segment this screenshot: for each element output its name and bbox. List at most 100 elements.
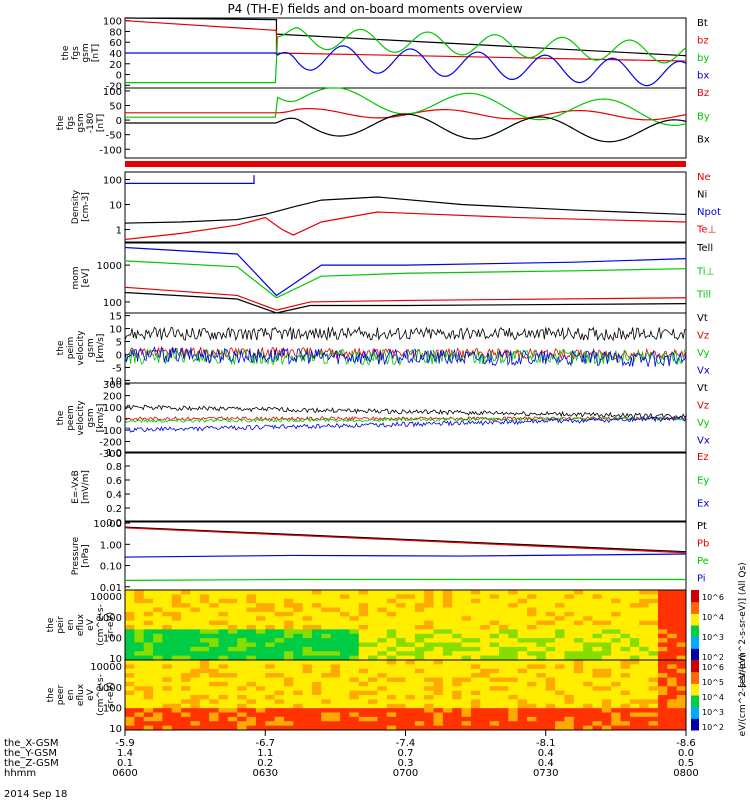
heatmap-cell — [330, 655, 341, 661]
heatmap-cell — [480, 655, 491, 661]
legend-vt: Vt — [697, 313, 708, 324]
heatmap-cell — [283, 712, 294, 718]
heatmap-cell — [667, 594, 678, 600]
legend-ey: Ey — [697, 475, 709, 486]
heatmap-cell — [283, 633, 294, 639]
heatmap-cell — [611, 699, 622, 705]
heatmap-cell — [358, 725, 369, 731]
heatmap-cell — [648, 598, 659, 604]
heatmap-cell — [125, 703, 135, 709]
heatmap-cell — [573, 616, 584, 622]
heatmap-cell — [293, 651, 304, 657]
heatmap-cell — [667, 695, 678, 700]
heatmap-cell — [676, 695, 687, 700]
y-label-line: eV — [86, 618, 96, 631]
heatmap-cell — [564, 646, 575, 652]
heatmap-cell — [162, 660, 173, 665]
heatmap-cell — [517, 638, 528, 643]
heatmap-cell — [162, 620, 173, 626]
heatmap-cell — [657, 638, 668, 643]
heatmap-cell — [312, 611, 322, 617]
heatmap-cell — [555, 712, 565, 718]
heatmap-cell — [386, 703, 397, 709]
heatmap-cell — [620, 638, 631, 643]
heatmap-cell — [489, 616, 500, 622]
heatmap-cell — [555, 625, 565, 630]
heatmap-cell — [143, 598, 154, 604]
heatmap-cell — [545, 725, 556, 731]
heatmap-cell — [480, 646, 491, 652]
heatmap-cell — [527, 646, 537, 652]
heatmap-cell — [227, 716, 238, 722]
y-label-line: E=-VxB — [71, 470, 81, 504]
heatmap-cell — [396, 681, 406, 687]
heatmap-cell — [265, 721, 276, 727]
heatmap-cell — [414, 716, 425, 722]
heatmap-cell — [480, 686, 491, 692]
heatmap-cell — [452, 620, 463, 626]
heatmap-cell — [153, 721, 163, 727]
heatmap-cell — [564, 633, 575, 639]
heatmap-cell — [246, 686, 257, 692]
heatmap-cell — [237, 660, 248, 665]
heatmap-cell — [246, 651, 257, 657]
heatmap-cell — [648, 655, 659, 661]
heatmap-cell — [199, 712, 210, 718]
heatmap-cell — [592, 681, 603, 687]
heatmap-cell — [611, 646, 622, 652]
heatmap-cell — [499, 598, 509, 604]
heatmap-cell — [358, 708, 369, 713]
heatmap-cell — [527, 668, 537, 674]
heatmap-cell — [499, 594, 509, 600]
heatmap-cell — [499, 712, 509, 718]
heatmap-cell — [181, 695, 191, 700]
heatmap-cell — [293, 629, 304, 635]
heatmap-cell — [461, 642, 472, 648]
y-axis-label: E=-VxB [mV/m] — [71, 470, 91, 504]
y-axis-label: the fgs gsm [nT] — [61, 43, 101, 62]
heatmap-cell — [368, 681, 378, 687]
heatmap-cell — [405, 725, 416, 731]
heatmap-cell — [592, 721, 603, 727]
heatmap-cell — [125, 681, 135, 687]
y-tick-label: 10 — [109, 654, 122, 665]
heatmap-cell — [657, 677, 668, 683]
heatmap-cell — [209, 642, 219, 648]
heatmap-cell — [283, 681, 294, 687]
heatmap-cell — [639, 712, 650, 718]
heatmap-cell — [125, 590, 135, 595]
heatmap-cell — [293, 607, 304, 613]
heatmap-cell — [545, 611, 556, 617]
heatmap-cell — [265, 712, 276, 718]
heatmap-cell — [274, 686, 285, 692]
heatmap-cell — [648, 620, 659, 626]
heatmap-cell — [555, 616, 565, 622]
heatmap-cell — [573, 603, 584, 608]
heatmap-cell — [527, 603, 537, 608]
heatmap-cell — [227, 638, 238, 643]
heatmap-cell — [489, 660, 500, 665]
heatmap-cell — [143, 625, 154, 630]
heatmap-cell — [246, 712, 257, 718]
heatmap-cell — [209, 616, 219, 622]
heatmap-cell — [564, 598, 575, 604]
heatmap-cell — [601, 690, 612, 696]
heatmap-cell — [620, 646, 631, 652]
heatmap-cell — [162, 677, 173, 683]
heatmap-cell — [620, 594, 631, 600]
heatmap-cell — [255, 673, 266, 678]
heatmap-cell — [330, 695, 341, 700]
heatmap-cell — [209, 611, 219, 617]
heatmap-cell — [218, 638, 229, 643]
y-label-line: peem — [66, 405, 76, 431]
heatmap-cell — [555, 668, 565, 674]
heatmap-cell — [667, 673, 678, 678]
heatmap-cell — [517, 664, 528, 670]
heatmap-cell — [489, 668, 500, 674]
heatmap-cell — [321, 725, 332, 731]
y-label-line: sr-eV) — [106, 682, 116, 708]
heatmap-cell — [583, 598, 593, 604]
heatmap-cell — [583, 699, 593, 705]
heatmap-cell — [265, 603, 276, 608]
heatmap-cell — [302, 681, 313, 687]
